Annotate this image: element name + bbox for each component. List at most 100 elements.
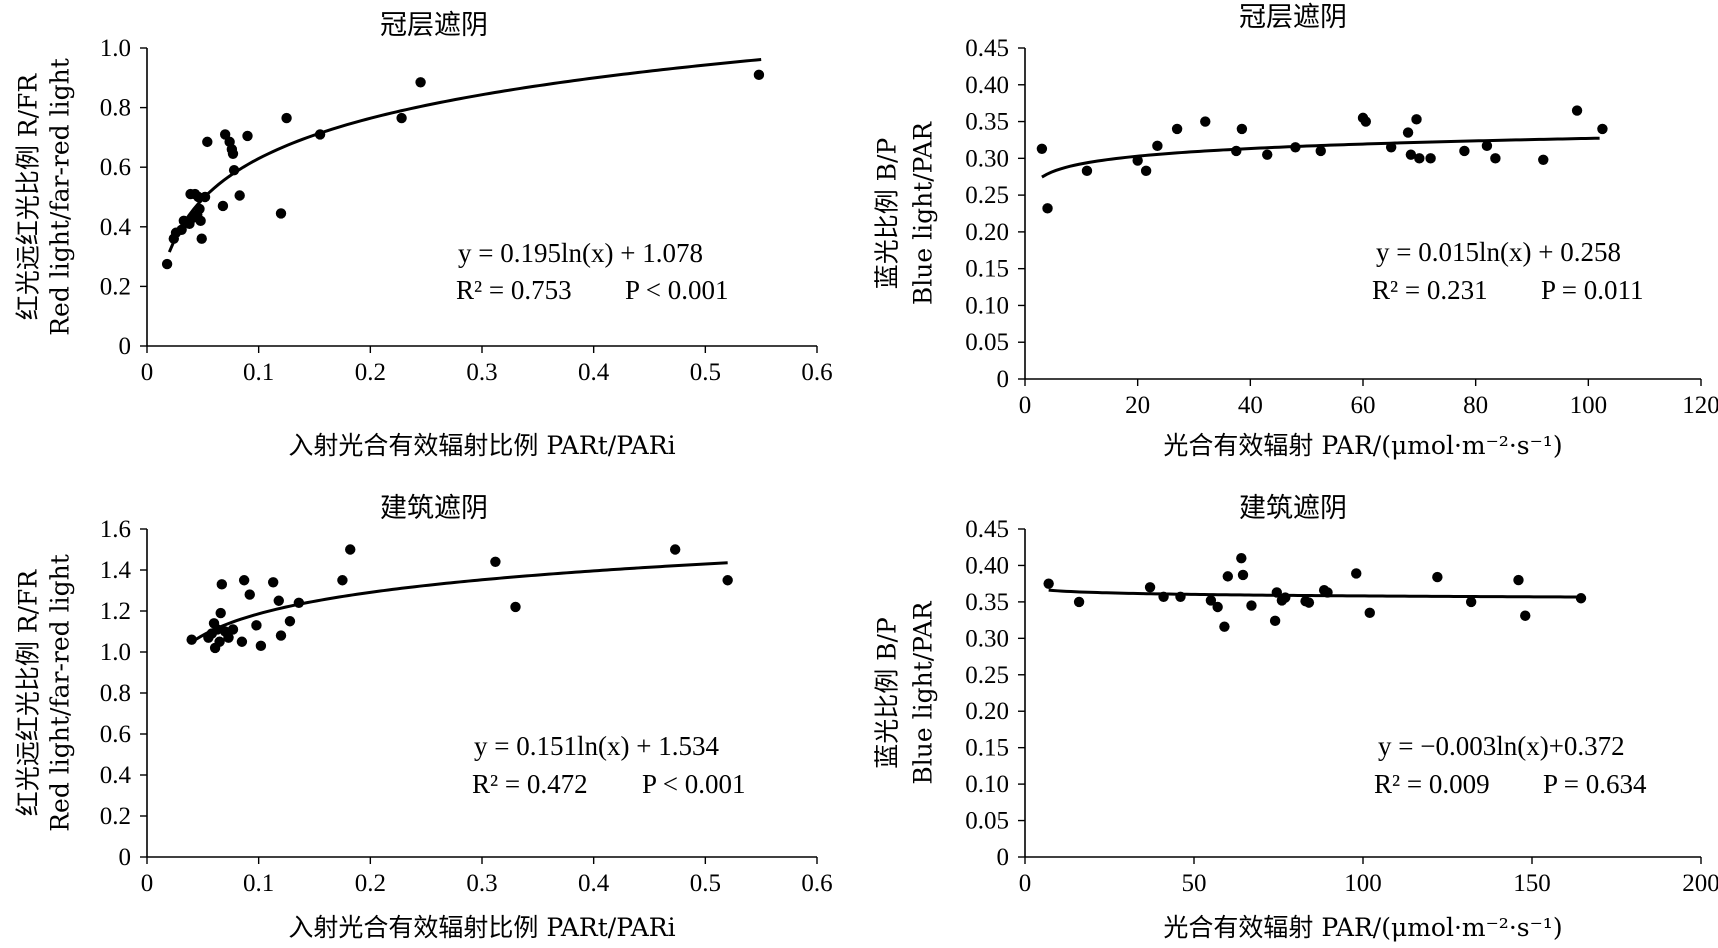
chart-1-r-squared: R² = 0.753 <box>456 275 572 305</box>
chart-4-equation: y = −0.003ln(x)+0.372 <box>1378 731 1625 761</box>
chart-3-r-squared: R² = 0.472 <box>472 769 588 799</box>
chart-4-data-point <box>1280 592 1291 603</box>
chart-3-p-value: P < 0.001 <box>642 769 746 799</box>
chart-2-data-point <box>1459 145 1470 157</box>
chart-1-fit-curve <box>167 58 762 253</box>
chart-1-y-tick-label: 1.0 <box>100 35 131 62</box>
chart-3-data-point <box>293 597 305 608</box>
chart-3-data-point <box>510 601 521 613</box>
chart-3-data-point <box>275 630 287 641</box>
chart-3-x-tick-label: 0.1 <box>243 870 274 897</box>
chart-4-y-tick-label: 0.05 <box>965 808 1009 835</box>
chart-2-data-point <box>1132 155 1143 166</box>
chart-2-fit-curve <box>1041 136 1600 179</box>
chart-4-data-point <box>1212 601 1223 613</box>
chart-1-y-tick-label: 0 <box>119 333 132 360</box>
chart-2-x-axis-label: 光合有效辐射 PAR/(μmol·m⁻²·s⁻¹) <box>1163 431 1562 460</box>
chart-1-x-axis-label: 入射光合有效辐射比例 PARt/PARi <box>288 431 675 460</box>
chart-2-data-point <box>1538 154 1549 166</box>
chart-4-data-point <box>1465 596 1477 608</box>
chart-2-equation: y = 0.015ln(x) + 0.258 <box>1376 237 1621 267</box>
chart-2-y-axis-label: Blue light/PAR <box>909 121 938 305</box>
chart-2-y-tick-label: 0.30 <box>965 145 1009 172</box>
chart-2-data-point <box>1414 153 1425 164</box>
chart-4-data-point <box>1520 610 1531 621</box>
chart-1-data-point <box>195 215 206 227</box>
chart-3-x-tick-label: 0.2 <box>355 870 386 897</box>
chart-4-data-point <box>1271 587 1283 598</box>
chart-1-y-tick-label: 0.2 <box>100 273 131 300</box>
chart-2-y-tick-label: 0.25 <box>965 182 1009 209</box>
chart-2-x-tick-label: 100 <box>1570 392 1608 419</box>
chart-4-x-tick-label: 150 <box>1513 870 1551 897</box>
chart-4-y-tick-label: 0.25 <box>965 662 1009 689</box>
chart-2-data-point <box>1405 149 1417 160</box>
chart-3-data-point <box>216 579 228 590</box>
chart-2-p-value: P = 0.011 <box>1541 275 1644 305</box>
chart-3-data-point <box>255 640 267 652</box>
chart-3-data-point <box>227 624 239 635</box>
chart-1-equation: y = 0.195ln(x) + 1.078 <box>458 238 703 268</box>
chart-4-title: 建筑遮阴 <box>1239 493 1347 524</box>
chart-2-y-tick-label: 0.35 <box>965 109 1009 136</box>
chart-4-data-point <box>1364 607 1375 619</box>
chart-3-y-tick-label: 0.8 <box>100 680 131 707</box>
chart-4-data-point <box>1175 591 1186 602</box>
chart-2-y-tick-label: 0.05 <box>965 329 1009 356</box>
chart-1-data-point <box>314 129 326 140</box>
chart-2-y-tick-label: 0.20 <box>965 219 1009 246</box>
chart-2-data-point <box>1411 114 1422 125</box>
chart-1-y-axis-label: 红光远红光比例 R/FR <box>14 73 43 321</box>
chart-4-x-tick-label: 0 <box>1019 870 1032 897</box>
chart-1-data-point <box>194 203 205 215</box>
chart-4-y-tick-label: 0.40 <box>965 552 1009 579</box>
chart-3-data-point <box>236 636 248 647</box>
chart-3-data-point <box>244 589 255 600</box>
chart-3-data-point <box>214 636 225 647</box>
chart-1-x-tick-label: 0 <box>141 359 154 386</box>
chart-3-data-point <box>186 634 197 645</box>
chart-2-y-tick-label: 0 <box>997 366 1010 393</box>
chart-1-p-value: P < 0.001 <box>625 275 729 305</box>
chart-2-y-axis-label: 蓝光比例 B/P <box>873 138 902 290</box>
chart-3-data-point <box>212 624 223 635</box>
chart-2-data-point <box>1042 203 1053 214</box>
chart-3-data-point <box>722 575 733 586</box>
chart-2-x-tick-label: 20 <box>1125 392 1150 419</box>
chart-3-y-tick-label: 0.4 <box>100 762 132 789</box>
chart-1-x-tick-label: 0.6 <box>801 359 832 386</box>
chart-4-data-point <box>1158 591 1169 602</box>
chart-4-y-tick-label: 0.30 <box>965 625 1009 652</box>
chart-2-data-point <box>1081 165 1093 177</box>
chart-4-data-point <box>1219 621 1230 632</box>
chart-2-data-point <box>1231 145 1242 157</box>
chart-4-data-point <box>1303 597 1315 608</box>
chart-4-x-tick-label: 100 <box>1344 870 1382 897</box>
chart-3-data-point <box>251 620 262 631</box>
chart-3-x-tick-label: 0.3 <box>466 870 497 897</box>
chart-3-data-point <box>238 575 250 586</box>
chart-1-data-point <box>227 148 239 159</box>
chart-4-data-point <box>1246 600 1257 611</box>
chart-1-y-axis-label: Red light/far-red light <box>46 58 75 336</box>
chart-2-data-point <box>1481 140 1493 152</box>
chart-1-x-tick-label: 0.4 <box>578 359 610 386</box>
chart-1-data-point <box>281 112 292 124</box>
chart-2-data-point <box>1200 116 1211 127</box>
chart-3-data-point <box>273 595 284 606</box>
chart-4-y-tick-label: 0.10 <box>965 771 1009 798</box>
chart-4-data-point <box>1236 552 1247 564</box>
chart-2-data-point <box>1385 142 1397 153</box>
chart-2-y-tick-label: 0.45 <box>965 35 1009 62</box>
chart-3-data-point <box>267 577 279 588</box>
chart-1-x-tick-label: 0.1 <box>243 359 274 386</box>
chart-4-r-squared: R² = 0.009 <box>1374 769 1490 799</box>
chart-4-data-point <box>1237 569 1249 581</box>
chart-4-x-tick-label: 200 <box>1682 870 1718 897</box>
chart-3-data-point <box>215 607 226 619</box>
chart-1-data-point <box>415 77 426 88</box>
chart-4-data-point <box>1073 596 1085 608</box>
chart-4-y-tick-label: 0.35 <box>965 589 1009 616</box>
chart-1-y-tick-label: 0.6 <box>100 154 131 181</box>
chart-2-data-point <box>1490 153 1501 164</box>
